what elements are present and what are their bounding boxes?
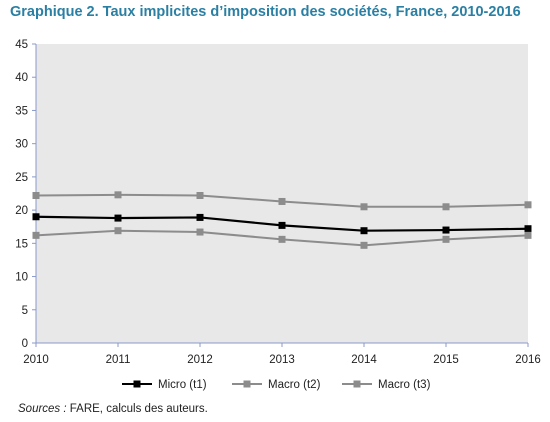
x-tick-label: 2015 xyxy=(433,354,459,366)
y-tick-label: 45 xyxy=(15,39,28,51)
data-point xyxy=(442,235,450,243)
data-point xyxy=(360,203,368,211)
data-point xyxy=(524,231,532,239)
data-point xyxy=(524,225,532,233)
data-point xyxy=(278,221,286,229)
data-point xyxy=(442,226,450,234)
x-tick-label: 2014 xyxy=(351,354,377,366)
x-tick-label: 2010 xyxy=(23,354,49,366)
y-tick-label: 5 xyxy=(22,305,28,317)
data-point xyxy=(196,228,204,236)
legend-marker xyxy=(353,380,361,388)
data-point xyxy=(524,201,532,209)
data-point xyxy=(278,235,286,243)
data-point xyxy=(32,213,40,221)
y-tick-label: 20 xyxy=(15,205,28,217)
x-tick-label: 2012 xyxy=(187,354,213,366)
data-point xyxy=(32,231,40,239)
x-tick-label: 2016 xyxy=(515,354,541,366)
data-point xyxy=(278,197,286,205)
y-tick-label: 40 xyxy=(15,72,28,84)
y-tick-label: 25 xyxy=(15,172,28,184)
data-point xyxy=(196,191,204,199)
y-tick-label: 30 xyxy=(15,139,28,151)
data-point xyxy=(196,213,204,221)
y-tick-label: 0 xyxy=(22,338,28,350)
y-tick-label: 10 xyxy=(15,272,28,284)
legend-label: Macro (t2) xyxy=(268,379,321,391)
y-tick-label: 15 xyxy=(15,238,28,250)
legend-marker xyxy=(133,380,141,388)
data-point xyxy=(360,227,368,235)
data-point xyxy=(114,214,122,222)
source-text: FARE, calculs des auteurs. xyxy=(66,403,208,415)
x-tick-label: 2011 xyxy=(106,354,131,366)
legend-marker xyxy=(243,380,251,388)
series-group xyxy=(32,191,532,249)
source-note: Sources : FARE, calculs des auteurs. xyxy=(18,403,208,415)
plot-area xyxy=(36,44,528,343)
legend: Micro (t1) Macro (t2) Macro (t3) xyxy=(122,379,431,391)
legend-label: Micro (t1) xyxy=(158,379,207,391)
axes: 0 5 10 15 20 25 30 35 40 45 2010 2011 2012 2013 2014 20… xyxy=(15,39,541,366)
data-point xyxy=(360,241,368,249)
y-tick-label: 35 xyxy=(15,105,28,117)
legend-label: Macro (t3) xyxy=(378,379,431,391)
data-point xyxy=(114,191,122,199)
chart-title: Graphique 2. Taux implicites d’impositio… xyxy=(10,4,521,20)
data-point xyxy=(114,227,122,235)
data-point xyxy=(32,191,40,199)
data-point xyxy=(442,203,450,211)
source-label: Sources : xyxy=(18,403,67,415)
x-tick-label: 2013 xyxy=(269,354,295,366)
